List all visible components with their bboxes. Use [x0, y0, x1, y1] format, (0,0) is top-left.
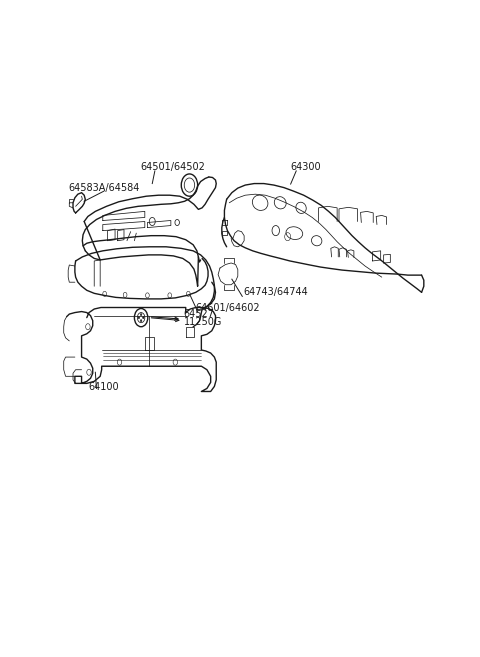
Text: 64501/64502: 64501/64502 — [140, 162, 205, 172]
Text: 64100: 64100 — [88, 382, 119, 392]
Text: 11250G: 11250G — [183, 317, 222, 327]
Circle shape — [140, 320, 142, 322]
Text: 64583A/64584: 64583A/64584 — [68, 183, 140, 193]
Circle shape — [143, 317, 144, 319]
Text: 64601/64602: 64601/64602 — [196, 302, 261, 313]
Text: 64527: 64527 — [183, 309, 215, 319]
Text: 64300: 64300 — [290, 162, 321, 172]
Text: 64743/64744: 64743/64744 — [243, 287, 308, 298]
Circle shape — [138, 317, 140, 319]
Circle shape — [140, 313, 142, 315]
